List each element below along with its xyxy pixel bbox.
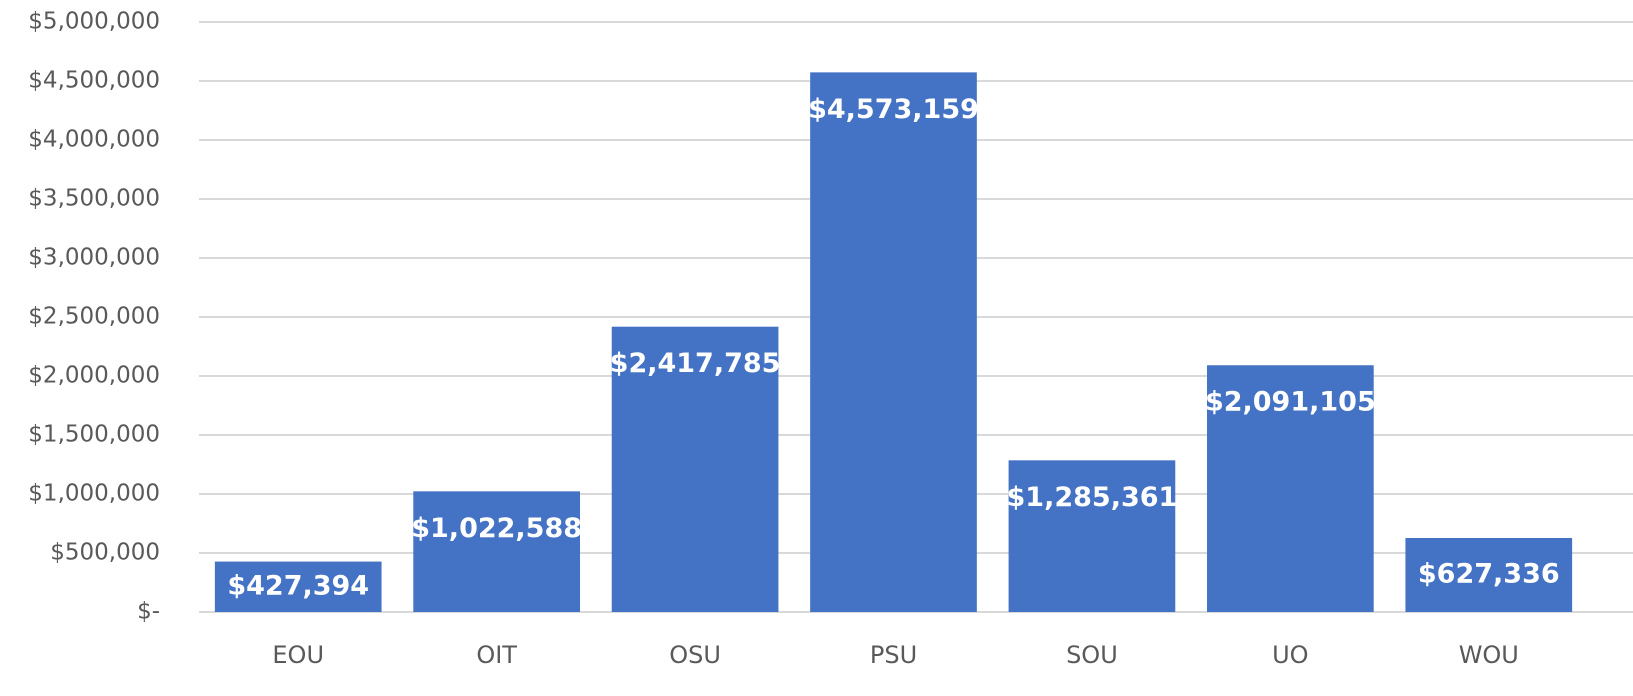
bar [611, 326, 779, 612]
bar [1207, 365, 1374, 612]
y-tick-label: $5,000,000 [28, 9, 160, 35]
x-tick-label: OSU [669, 641, 721, 669]
bar [413, 491, 580, 612]
x-tick-label: WOU [1459, 641, 1519, 669]
x-tick-label: OIT [476, 641, 517, 669]
data-label: $627,336 [1418, 558, 1560, 589]
y-tick-label: $2,000,000 [28, 363, 160, 389]
data-label: $2,091,105 [1205, 387, 1376, 418]
x-tick-label: UO [1272, 641, 1308, 669]
y-tick-label: $3,500,000 [28, 186, 160, 212]
y-tick-label: $1,500,000 [28, 422, 160, 448]
y-tick-label: $4,500,000 [28, 68, 160, 94]
y-tick-label: $2,500,000 [28, 304, 160, 330]
bar [214, 561, 382, 612]
x-tick-label: PSU [870, 641, 917, 669]
y-tick-label: $3,000,000 [28, 245, 160, 271]
data-label: $4,573,159 [808, 94, 979, 125]
x-tick-label: SOU [1066, 641, 1118, 669]
y-tick-label: $- [137, 599, 160, 625]
x-tick-label: EOU [272, 641, 324, 669]
bar [810, 72, 977, 612]
bar [1008, 460, 1176, 612]
bar [1405, 537, 1573, 612]
data-label: $1,022,588 [411, 513, 582, 544]
y-tick-label: $1,000,000 [28, 481, 160, 507]
data-label: $427,394 [227, 570, 369, 601]
data-label: $1,285,361 [1007, 482, 1178, 513]
y-tick-label: $4,000,000 [28, 127, 160, 153]
y-tick-label: $500,000 [50, 540, 160, 566]
data-label: $2,417,785 [610, 348, 781, 379]
